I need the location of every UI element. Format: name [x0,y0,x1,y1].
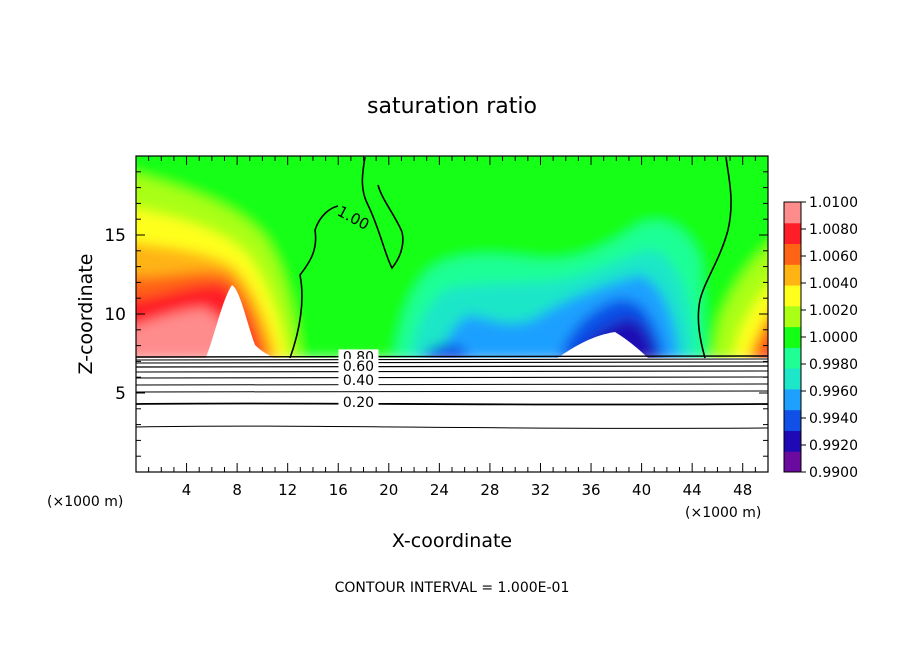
colorbar-tick-label: 1.0060 [809,249,858,265]
x-axis: 4 8 12 16 20 24 28 32 36 40 44 48 [148,156,756,499]
contour-label-bg [338,373,379,388]
colorbar: 0.9900 0.9920 0.9940 0.9960 0.9980 1.0000 1.00… [783,195,858,481]
contour-label-bg [338,358,379,373]
colorbar-tick-label: 1.0040 [809,276,858,292]
cloud-region [205,285,278,360]
contour-line-1.00 [697,156,732,359]
x-tick-label: 24 [430,481,449,499]
plot-area: 1.000.800.600.400.20 [136,156,768,472]
y-tick-label: 15 [104,226,126,246]
colorbar-segment [784,305,801,328]
x-tick-label: 4 [182,481,192,499]
x-tick-label: 20 [379,481,398,499]
colorbar-segment [784,264,801,286]
contour-line-1.00 [289,205,339,359]
x-tick-label: 40 [632,481,651,499]
contour-interval-note: CONTOUR INTERVAL = 1.000E-01 [335,580,570,596]
x-tick-label: 36 [581,481,600,499]
contour-line-1.00 [361,156,404,270]
x-tick-label: 32 [531,481,550,499]
x-tick-label: 12 [278,481,297,499]
x-tick-label: 8 [232,481,242,499]
lower-contours [136,355,768,429]
x-tick-label: 44 [683,481,702,499]
colorbar-segment [784,368,801,390]
subsaturated-lower-region [136,358,768,472]
chart-title: saturation ratio [367,94,537,119]
contour-label-bg [338,395,379,410]
contour-label: 0.20 [343,395,374,411]
x-unit-label-left: (×1000 m) [47,494,123,510]
colorbar-tick-label: 0.9940 [809,411,858,427]
colorbar-segment [784,243,801,265]
x-tick-label: 16 [329,481,348,499]
colorbar-tick-label: 0.9960 [809,384,858,400]
colorbar-tick-label: 0.9980 [809,357,858,373]
x-tick-label: 48 [733,481,752,499]
contour-label: 0.60 [343,359,374,375]
colorbar-segment [784,409,801,431]
colorbar-segment [784,285,801,307]
colorbar-segment [784,451,801,473]
colorbar-segment [784,222,801,245]
x-tick-label: 28 [480,481,499,499]
colorbar-segment [784,347,801,369]
colorbar-tick-label: 0.9900 [809,465,858,481]
y-axis: 5 10 15 [104,171,768,457]
colorbar-segment [784,430,801,452]
colorbar-tick-label: 1.0020 [809,303,858,319]
colorbar-segment [784,388,801,411]
colorbar-tick-label: 1.0080 [809,222,858,238]
colorbar-tick-label: 1.0100 [809,195,858,211]
colorbar-segment [784,202,801,224]
contour-label: 0.40 [343,373,374,389]
cloud-region [555,332,650,360]
colorbar-tick-label: 1.0000 [809,330,858,346]
y-tick-label: 10 [104,305,126,325]
colorbar-tick-label: 0.9920 [809,438,858,454]
x-unit-label-right: (×1000 m) [685,505,761,521]
x-axis-label: X-coordinate [392,530,512,552]
y-axis-label: Z-coordinate [75,254,97,375]
y-tick-label: 5 [115,384,126,404]
colorbar-segment [784,326,801,348]
